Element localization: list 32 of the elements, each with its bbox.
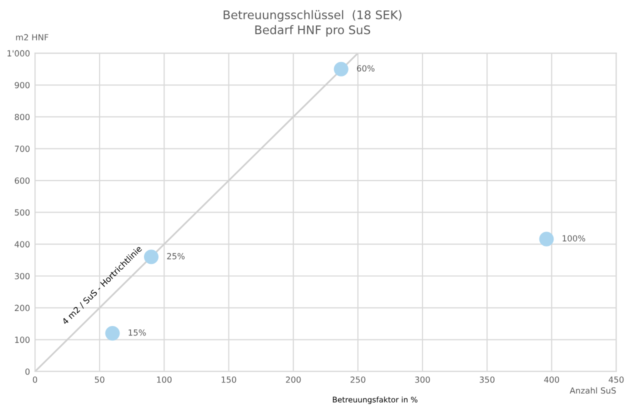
point [539, 232, 554, 246]
y-tick-label: 700 [14, 146, 30, 152]
x-tick-label: 300 [415, 376, 430, 383]
point [105, 326, 120, 341]
y-tick-label: 0 [25, 368, 30, 375]
y-tick-label: 200 [14, 304, 30, 312]
x-tick-label: 0 [32, 376, 38, 383]
annotation: 25% [167, 253, 185, 260]
x-tick-label: 250 [350, 376, 366, 383]
x-tick-label: 400 [544, 376, 560, 383]
y-tick-label: 800 [14, 114, 30, 120]
y-axis-title: m2 HNF [16, 34, 48, 40]
y-tick-label: 500 [14, 209, 30, 216]
x-axis-title: Anzahl SuS [570, 387, 616, 394]
point [144, 250, 159, 264]
y-tick-label: 100 [15, 336, 30, 343]
y-tick-label: 400 [14, 241, 30, 248]
annotation: 100% [562, 235, 586, 242]
y-tick-label: 900 [14, 82, 30, 88]
annotation: 60% [356, 65, 374, 72]
chart-title: Betreuungsschlüssel (18 SEK) Bedarf HNF pro SuS [224, 10, 402, 37]
y-tick-label: 1'000 [8, 50, 30, 56]
x-tick-label: 200 [286, 376, 301, 383]
point [334, 62, 348, 76]
x-tick-label: 350 [480, 376, 494, 383]
x-tick-label: 150 [222, 376, 236, 383]
y-tick-label: 600 [14, 177, 30, 184]
annotation: 15% [128, 329, 146, 336]
x-tick-label: 50 [94, 376, 104, 383]
x-tick-label: 450 [608, 376, 624, 383]
x-tick-label: 100 [157, 376, 172, 383]
y-tick-label: 300 [14, 272, 30, 280]
